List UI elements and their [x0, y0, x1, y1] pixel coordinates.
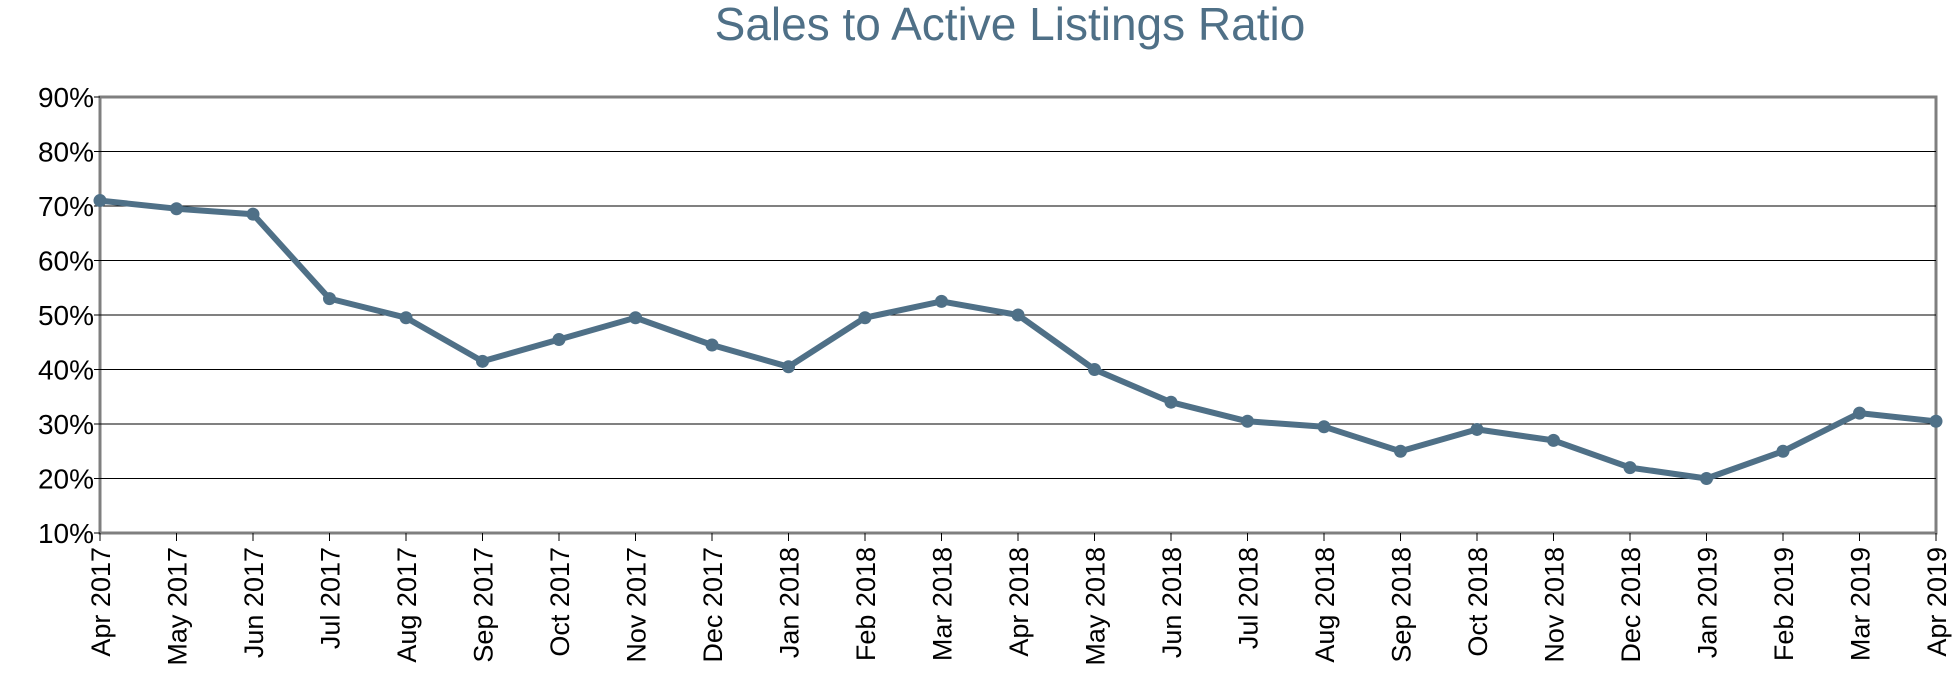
data-point: [1394, 444, 1407, 458]
x-tick-label: Feb 2018: [851, 547, 881, 661]
chart-title: Sales to Active Listings Ratio: [715, 0, 1306, 50]
data-point: [93, 194, 107, 208]
data-point: [1623, 461, 1637, 475]
x-tick-label: Oct 2017: [545, 547, 575, 657]
data-point: [782, 360, 795, 374]
data-point: [935, 294, 948, 308]
y-tick-label: 10%: [38, 518, 94, 549]
x-tick-label: Nov 2017: [622, 547, 652, 663]
x-tick-label: Aug 2018: [1310, 547, 1340, 663]
x-tick-label: Jun 2018: [1157, 547, 1187, 658]
x-tick-label: Apr 2019: [1922, 547, 1952, 657]
y-tick-label: 60%: [38, 246, 94, 277]
data-point: [323, 292, 336, 306]
data-point: [1776, 444, 1790, 458]
y-tick-label: 40%: [38, 355, 94, 386]
x-tick-label: Apr 2017: [86, 547, 116, 657]
data-point: [1853, 406, 1866, 420]
x-tick-label: Oct 2018: [1463, 547, 1493, 657]
data-point: [1317, 420, 1331, 434]
data-point: [629, 311, 642, 325]
x-tick-label: Dec 2017: [698, 547, 728, 663]
data-point: [1700, 472, 1713, 485]
data-point: [399, 311, 413, 325]
x-tick-label: Dec 2018: [1616, 547, 1646, 663]
data-point: [705, 338, 719, 352]
y-tick-label: 90%: [38, 82, 94, 113]
x-axis: Apr 2017 May 2017 Jun 2017 Jul 2017 Aug 2017…: [86, 533, 1952, 666]
data-point: [1470, 422, 1484, 436]
data-point: [858, 311, 872, 325]
x-tick-label: Sep 2017: [469, 547, 499, 663]
x-tick-label: Jul 2017: [316, 547, 346, 649]
x-tick-label: Sep 2018: [1387, 547, 1417, 663]
data-point: [1088, 363, 1101, 376]
x-tick-label: Mar 2018: [928, 547, 958, 661]
y-axis: 90% 80% 70% 60% 50% 40% 30% 20% 10%: [38, 82, 100, 549]
data-point: [1164, 395, 1178, 409]
x-tick-label: May 2018: [1081, 547, 1111, 666]
y-tick-label: 30%: [38, 409, 94, 440]
x-tick-label: Jan 2018: [775, 547, 805, 658]
y-tick-label: 20%: [38, 464, 94, 495]
data-point: [552, 333, 566, 347]
x-tick-label: Aug 2017: [392, 547, 422, 663]
data-point: [1929, 414, 1943, 428]
data-point: [246, 207, 260, 221]
x-tick-label: Feb 2019: [1769, 547, 1799, 661]
x-tick-label: Jul 2018: [1234, 547, 1264, 649]
x-tick-label: Jan 2019: [1693, 547, 1723, 658]
x-tick-label: Nov 2018: [1540, 547, 1570, 663]
data-point: [170, 202, 183, 216]
data-point: [476, 354, 489, 368]
data-point: [1547, 433, 1560, 447]
x-tick-label: May 2017: [163, 547, 193, 666]
x-tick-label: Mar 2019: [1846, 547, 1876, 661]
y-tick-label: 80%: [38, 137, 94, 168]
x-tick-label: Apr 2018: [1004, 547, 1034, 657]
data-point: [1011, 308, 1025, 322]
series-sales-to-active-listings: [93, 194, 1943, 485]
y-tick-label: 70%: [38, 191, 94, 222]
x-tick-label: Jun 2017: [239, 547, 269, 658]
gridlines: [100, 151, 1936, 479]
y-tick-label: 50%: [38, 300, 94, 331]
data-point: [1241, 414, 1254, 428]
